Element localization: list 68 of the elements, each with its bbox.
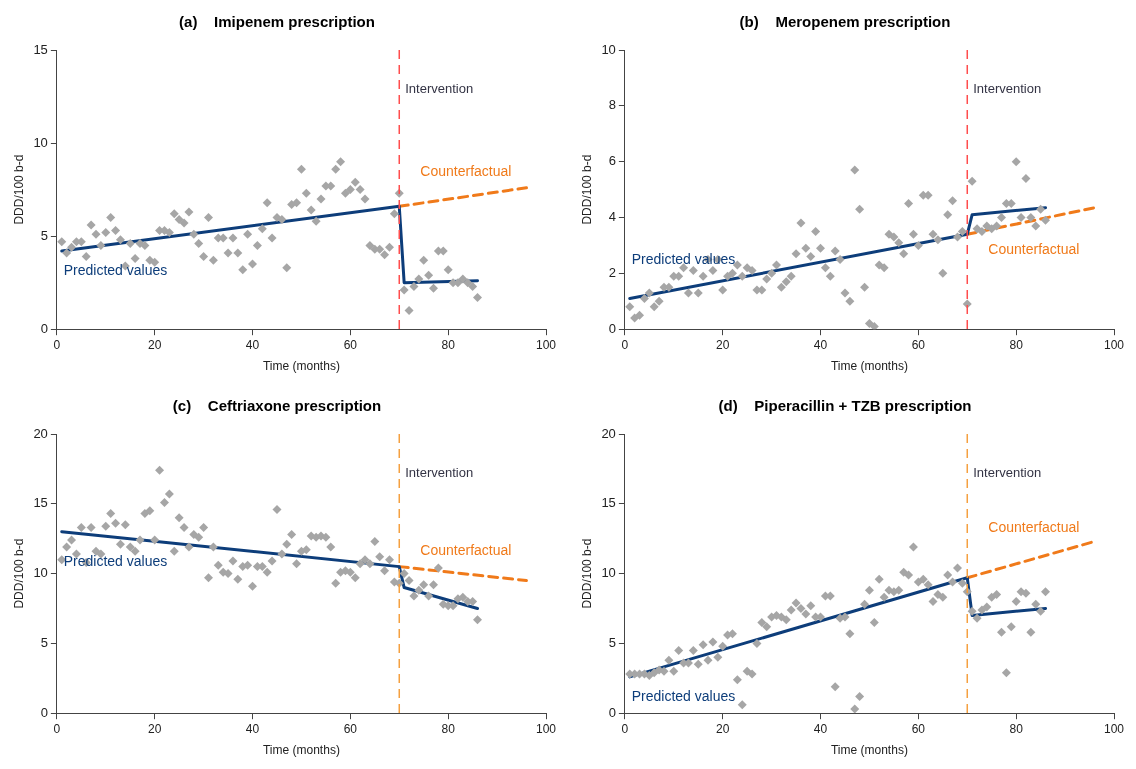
x-tick-label: 80 bbox=[441, 337, 456, 352]
y-tick-label: 0 bbox=[40, 704, 48, 720]
x-axis-title: Time (months) bbox=[262, 743, 340, 758]
y-tick-label: 5 bbox=[40, 227, 48, 243]
x-tick-label: 100 bbox=[1103, 721, 1125, 736]
x-tick-label: 100 bbox=[1103, 337, 1125, 352]
series-label: Counterfactual bbox=[420, 162, 512, 179]
series-label: Counterfactual bbox=[420, 541, 512, 558]
chart-title: (a) Imipenem prescription bbox=[179, 13, 375, 31]
y-tick-label: 15 bbox=[33, 495, 48, 511]
x-axis-title: Time (months) bbox=[262, 359, 340, 374]
y-tick-label: 5 bbox=[40, 634, 48, 650]
y-tick-label: 10 bbox=[601, 565, 616, 581]
x-tick-label: 100 bbox=[535, 721, 557, 736]
y-tick-label: 6 bbox=[608, 153, 616, 169]
x-tick-label: 20 bbox=[148, 337, 162, 352]
x-tick-label: 40 bbox=[813, 721, 828, 736]
y-axis-title: DDD/100 b-d bbox=[11, 538, 26, 609]
ref-line-label: Intervention bbox=[973, 464, 1042, 480]
x-tick-label: 0 bbox=[53, 337, 61, 352]
y-tick-label: 15 bbox=[601, 495, 616, 511]
y-tick-label: 10 bbox=[601, 41, 616, 57]
y-tick-label: 4 bbox=[608, 209, 616, 225]
x-tick-label: 60 bbox=[343, 721, 358, 736]
x-tick-label: 0 bbox=[53, 721, 61, 736]
y-tick-label: 8 bbox=[608, 97, 616, 113]
x-tick-label: 40 bbox=[245, 337, 260, 352]
chart-title: (d) Piperacillin + TZB prescription bbox=[718, 397, 972, 415]
y-tick-label: 2 bbox=[608, 264, 616, 280]
y-tick-label: 15 bbox=[33, 41, 48, 57]
y-tick-label: 0 bbox=[608, 320, 616, 336]
x-tick-label: 60 bbox=[911, 337, 926, 352]
y-tick-label: 10 bbox=[33, 134, 48, 150]
ref-line-label: Intervention bbox=[405, 80, 474, 96]
y-tick-label: 10 bbox=[33, 565, 48, 581]
x-tick-label: 20 bbox=[716, 337, 730, 352]
y-tick-label: 0 bbox=[40, 320, 48, 336]
x-axis-title: Time (months) bbox=[830, 359, 908, 374]
ref-line-label: Intervention bbox=[973, 80, 1042, 96]
y-tick-label: 0 bbox=[608, 704, 616, 720]
y-tick-label: 20 bbox=[33, 425, 48, 441]
x-tick-label: 60 bbox=[911, 721, 926, 736]
chart-title: (c) Ceftriaxone prescription bbox=[172, 397, 382, 415]
x-tick-label: 0 bbox=[621, 721, 629, 736]
series-label: Predicted values bbox=[63, 553, 168, 570]
chart-title: (b) Meropenem prescription bbox=[739, 13, 951, 31]
x-tick-label: 80 bbox=[441, 721, 456, 736]
series-label: Predicted values bbox=[631, 687, 736, 704]
y-tick-label: 20 bbox=[601, 425, 616, 441]
x-tick-label: 60 bbox=[343, 337, 358, 352]
x-tick-label: 0 bbox=[621, 337, 629, 352]
x-tick-label: 80 bbox=[1009, 721, 1024, 736]
y-tick-label: 5 bbox=[608, 634, 616, 650]
y-axis-title: DDD/100 b-d bbox=[11, 154, 26, 225]
x-tick-label: 40 bbox=[813, 337, 828, 352]
y-axis-title: DDD/100 b-d bbox=[579, 538, 594, 609]
series-label: Predicted values bbox=[63, 261, 168, 278]
x-tick-label: 20 bbox=[716, 721, 730, 736]
x-tick-label: 80 bbox=[1009, 337, 1024, 352]
series-label: Predicted values bbox=[631, 251, 736, 268]
ref-line-label: Intervention bbox=[405, 464, 474, 480]
x-tick-label: 20 bbox=[148, 721, 162, 736]
x-tick-label: 100 bbox=[535, 337, 557, 352]
series-label: Counterfactual bbox=[988, 518, 1080, 535]
x-axis-title: Time (months) bbox=[830, 743, 908, 758]
x-tick-label: 40 bbox=[245, 721, 260, 736]
series-label: Counterfactual bbox=[988, 241, 1080, 258]
y-axis-title: DDD/100 b-d bbox=[579, 154, 594, 225]
